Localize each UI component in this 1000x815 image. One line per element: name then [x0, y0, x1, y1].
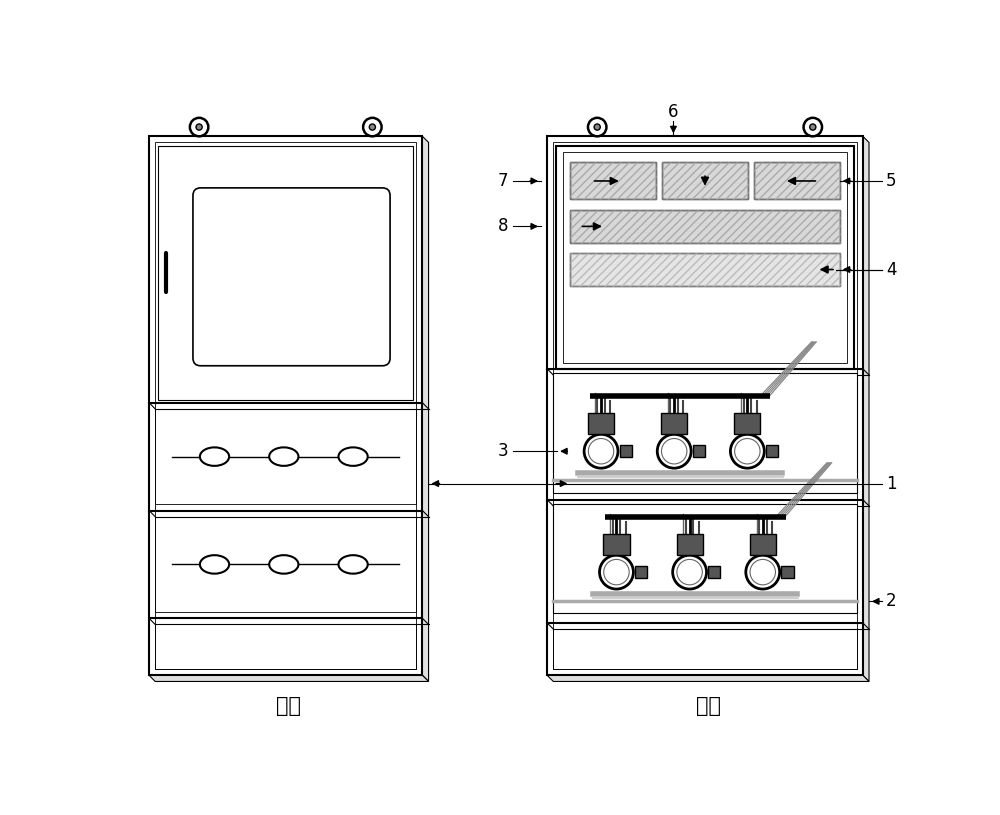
Bar	[158, 146, 413, 400]
Bar	[570, 162, 656, 200]
Ellipse shape	[338, 555, 368, 574]
Circle shape	[369, 124, 375, 130]
Bar	[155, 143, 416, 669]
Circle shape	[584, 434, 618, 468]
Bar	[754, 162, 840, 200]
Bar	[662, 162, 748, 200]
Circle shape	[730, 434, 764, 468]
Text: 2: 2	[886, 593, 897, 610]
Text: 1: 1	[886, 474, 897, 492]
Ellipse shape	[200, 447, 229, 466]
Bar	[620, 445, 632, 457]
Circle shape	[363, 118, 382, 136]
Bar	[570, 210, 840, 243]
Bar	[556, 146, 854, 369]
Bar	[155, 624, 416, 669]
Text: 内部: 内部	[696, 696, 721, 716]
Bar	[563, 152, 847, 363]
Circle shape	[588, 438, 614, 464]
Bar	[155, 517, 416, 612]
Circle shape	[750, 559, 775, 585]
Polygon shape	[863, 136, 869, 681]
Text: 8: 8	[498, 218, 509, 236]
Bar	[570, 210, 840, 243]
Bar	[662, 162, 748, 200]
FancyBboxPatch shape	[193, 188, 390, 366]
Circle shape	[677, 559, 702, 585]
Bar	[661, 412, 687, 434]
Ellipse shape	[269, 555, 298, 574]
Circle shape	[746, 555, 780, 589]
Ellipse shape	[269, 447, 298, 466]
Circle shape	[735, 438, 760, 464]
Bar	[570, 253, 840, 286]
Bar	[547, 136, 863, 676]
Bar	[603, 534, 630, 555]
Bar	[570, 253, 840, 286]
Bar	[734, 412, 760, 434]
Bar	[553, 504, 857, 613]
Bar	[635, 566, 647, 579]
Bar	[149, 136, 422, 676]
Circle shape	[657, 434, 691, 468]
Circle shape	[661, 438, 687, 464]
Bar	[553, 372, 857, 493]
Polygon shape	[149, 676, 429, 681]
Circle shape	[196, 124, 202, 130]
Text: 5: 5	[886, 172, 897, 190]
Bar	[693, 445, 705, 457]
Bar	[766, 445, 778, 457]
Circle shape	[588, 118, 606, 136]
Bar	[155, 409, 416, 504]
Circle shape	[600, 555, 633, 589]
Bar	[677, 534, 703, 555]
Ellipse shape	[200, 555, 229, 574]
Text: 4: 4	[886, 261, 897, 279]
Bar	[553, 629, 857, 669]
Circle shape	[810, 124, 816, 130]
Bar	[588, 412, 614, 434]
Polygon shape	[547, 676, 869, 681]
Text: 3: 3	[498, 443, 509, 460]
Text: 6: 6	[668, 103, 679, 121]
Circle shape	[804, 118, 822, 136]
Bar	[750, 534, 776, 555]
Circle shape	[190, 118, 208, 136]
Circle shape	[594, 124, 600, 130]
Bar	[553, 143, 857, 669]
Bar	[708, 566, 720, 579]
Ellipse shape	[338, 447, 368, 466]
Bar	[754, 162, 840, 200]
Circle shape	[604, 559, 629, 585]
Bar	[570, 162, 656, 200]
Bar	[781, 566, 794, 579]
Text: 7: 7	[498, 172, 509, 190]
Polygon shape	[422, 136, 429, 681]
Text: 外部: 外部	[276, 696, 301, 716]
Circle shape	[673, 555, 707, 589]
